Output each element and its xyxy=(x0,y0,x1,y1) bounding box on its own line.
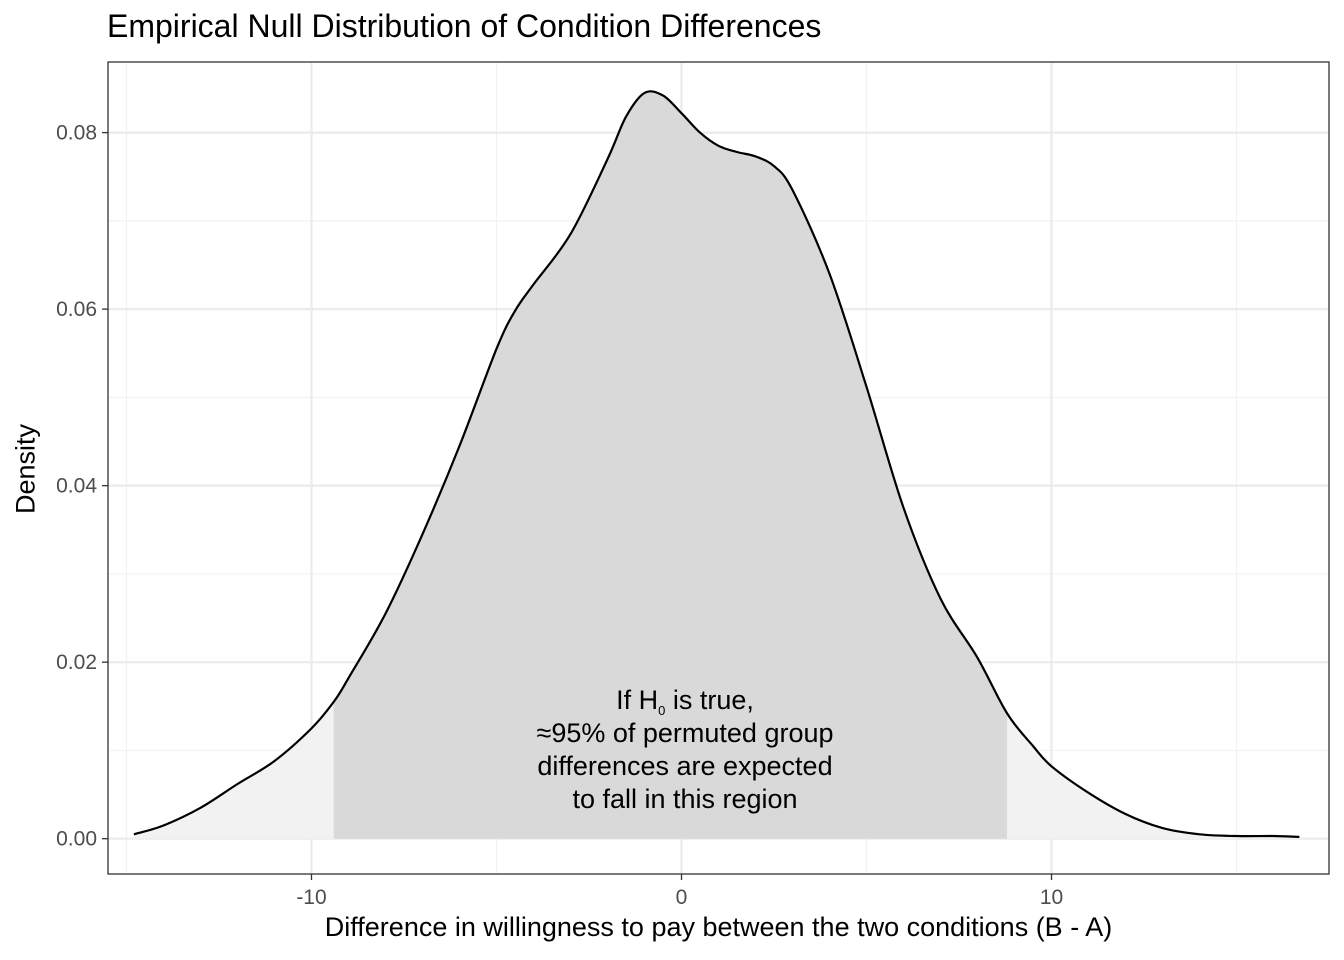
density-curve-layer xyxy=(133,90,1300,838)
y-tick-label: 0.02 xyxy=(56,651,97,674)
density-fills xyxy=(133,91,1300,839)
density-curve xyxy=(133,90,1300,838)
annotation-line-1: If H0 is true, xyxy=(616,685,754,718)
y-tick-label: 0.08 xyxy=(56,122,97,145)
x-tick-label: -10 xyxy=(296,886,326,909)
critical-region-annotation: If H0 is true, ≈95% of permuted group di… xyxy=(537,684,834,816)
panel-border xyxy=(107,61,1330,875)
y-tick-label: 0.06 xyxy=(56,298,97,321)
y-axis-label: Density xyxy=(10,423,41,515)
annotation-line-4: to fall in this region xyxy=(572,784,798,814)
annotation-line-3: differences are expected xyxy=(537,751,833,781)
x-tick-label: 0 xyxy=(676,886,688,909)
y-tick-label: 0.00 xyxy=(56,828,97,851)
x-axis-label: Difference in willingness to pay between… xyxy=(324,912,1113,942)
chart-title: Empirical Null Distribution of Condition… xyxy=(107,8,822,44)
y-axis-ticks: 0.00 0.02 0.04 0.06 0.08 xyxy=(56,122,108,851)
y-tick-label: 0.04 xyxy=(56,475,97,498)
central-95-area xyxy=(333,91,1008,839)
x-tick-label: 10 xyxy=(1040,886,1063,909)
annotation-line-2: ≈95% of permuted group xyxy=(536,718,834,748)
x-axis-ticks: -10 0 10 xyxy=(296,874,1063,909)
